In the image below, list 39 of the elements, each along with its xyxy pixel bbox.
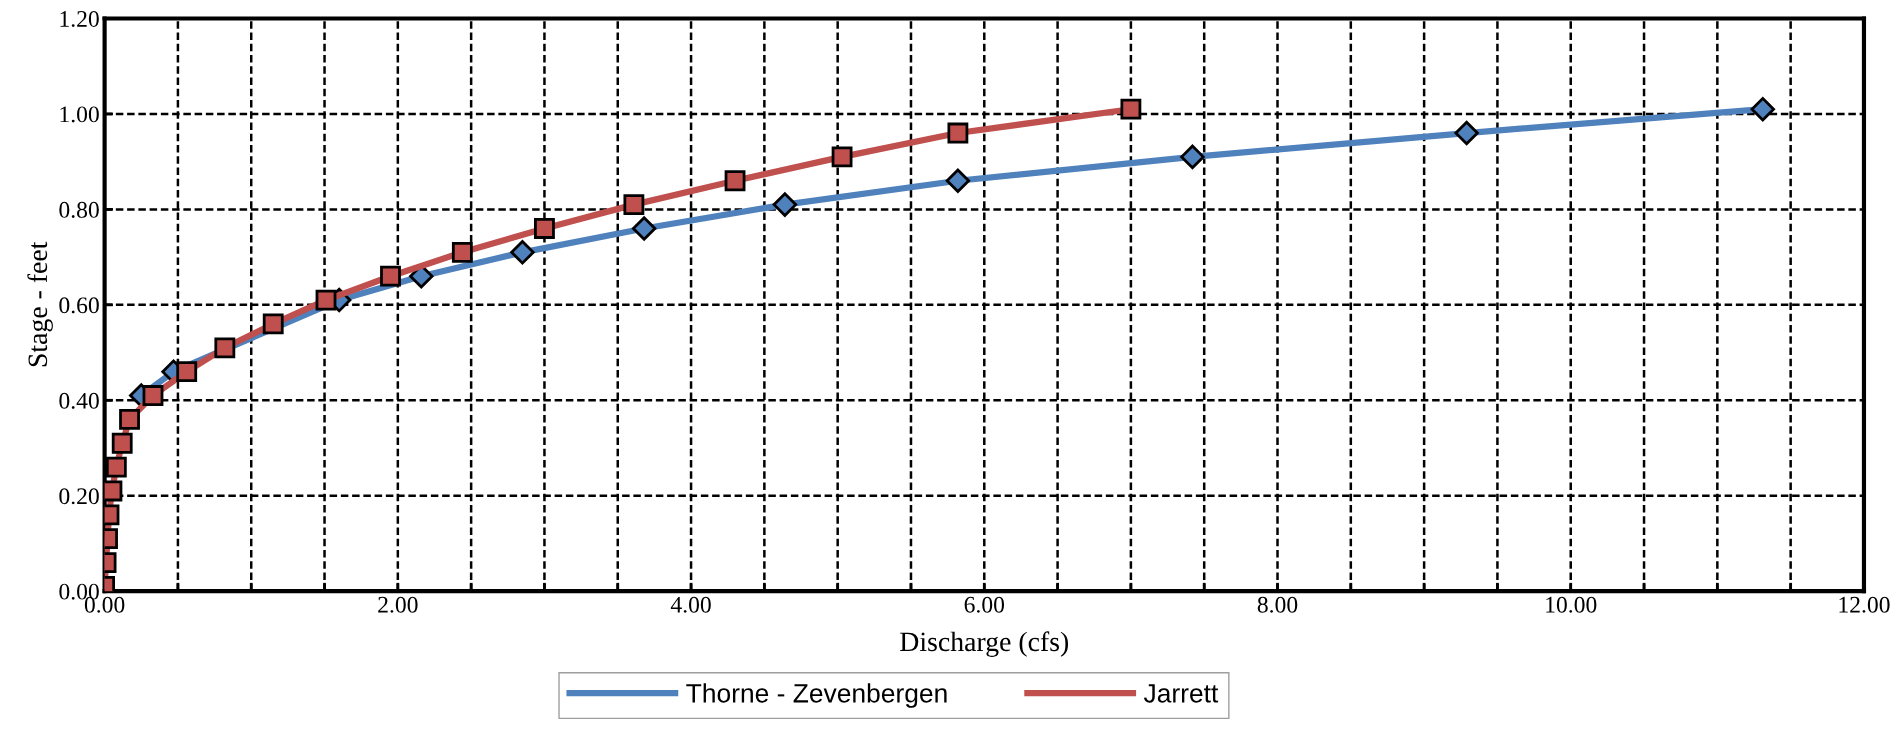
- point: [631, 216, 657, 241]
- point: [772, 192, 798, 217]
- point: [262, 313, 284, 335]
- point: [945, 168, 971, 193]
- legend-label: Thorne - Zevenbergen: [686, 683, 947, 708]
- x-tick-label: 4.00: [670, 596, 711, 613]
- point: [1750, 96, 1775, 122]
- y-tick-label: 1.00: [60, 106, 99, 123]
- point: [176, 361, 198, 383]
- point: [111, 432, 133, 454]
- point: [831, 146, 853, 168]
- point: [380, 265, 401, 287]
- point: [315, 289, 337, 311]
- y-tick-label: 0.40: [59, 392, 99, 409]
- x-tick-label: 2.00: [378, 596, 418, 613]
- y-tick-label: 0.80: [59, 201, 99, 218]
- point: [724, 170, 746, 192]
- x-tick-label: 8.00: [1257, 596, 1298, 613]
- y-tick-label: 0.60: [59, 297, 99, 314]
- legend-label: Jarrett: [1143, 684, 1219, 703]
- point: [214, 337, 236, 359]
- point: [142, 385, 164, 406]
- x-axis-title: Discharge (cfs): [900, 631, 1069, 657]
- point: [534, 218, 555, 239]
- x-tick-label: 6.00: [964, 596, 1005, 613]
- point: [1180, 144, 1205, 170]
- point: [510, 240, 535, 265]
- point: [947, 122, 969, 144]
- point: [1454, 120, 1479, 146]
- point: [451, 241, 473, 263]
- point: [119, 408, 140, 430]
- y-tick-label: 1.20: [60, 10, 99, 27]
- y-axis-title: Stage - feet: [27, 241, 53, 367]
- x-tick-label: 12.00: [1839, 596, 1890, 613]
- point: [1120, 98, 1142, 120]
- x-tick-label: 10.00: [1546, 596, 1597, 613]
- point: [105, 456, 127, 478]
- y-tick-label: 0.20: [59, 488, 99, 505]
- point: [623, 194, 645, 216]
